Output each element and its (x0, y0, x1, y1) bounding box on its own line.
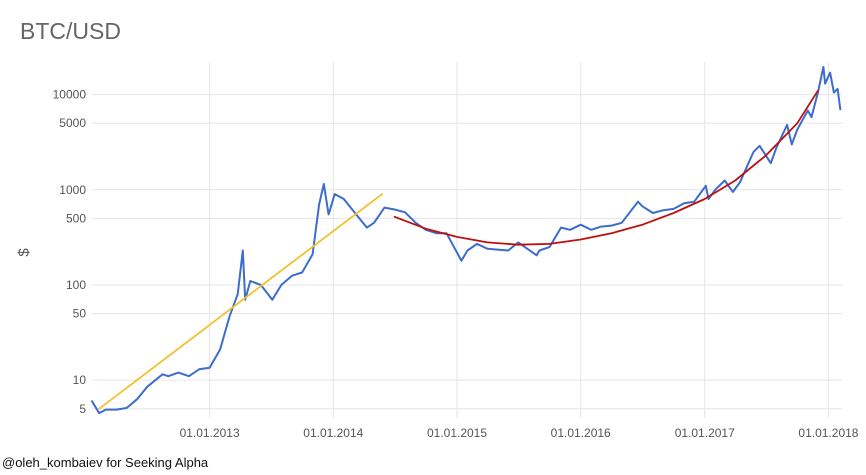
series-line-1 (98, 193, 383, 410)
x-tick-label: 01.01.2017 (675, 426, 735, 440)
y-tick-label: 1000 (59, 183, 86, 197)
x-tick-label: 01.01.2015 (427, 426, 487, 440)
y-tick-label: 10 (73, 373, 87, 387)
y-tick-label: 10000 (53, 88, 87, 102)
chart-title: BTC/USD (20, 18, 121, 44)
y-tick-label: 5000 (59, 116, 86, 130)
y-tick-label: 500 (66, 211, 86, 225)
x-tick-label: 01.01.2013 (180, 426, 240, 440)
series (91, 66, 842, 415)
axis-ticks: 5 10 50 100 500 1000 5000 10000 01.01.2013 01.01.… (53, 88, 859, 440)
series-line-0 (91, 66, 842, 415)
grid (92, 62, 842, 418)
x-tick-label: 01.01.2016 (551, 426, 611, 440)
series-line-2 (393, 89, 819, 246)
x-tick-label: 01.01.2018 (798, 426, 858, 440)
x-tick-label: 01.01.2014 (303, 426, 363, 440)
y-tick-label: 100 (66, 278, 86, 292)
y-tick-label: 5 (79, 402, 86, 416)
credit-text: @oleh_kombaiev for Seeking Alpha (2, 455, 209, 470)
y-tick-label: 50 (73, 307, 87, 321)
